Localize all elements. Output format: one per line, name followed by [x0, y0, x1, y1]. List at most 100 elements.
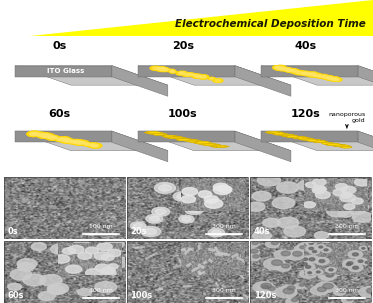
Polygon shape — [198, 143, 214, 145]
Circle shape — [134, 223, 142, 228]
Circle shape — [281, 68, 286, 70]
Circle shape — [62, 138, 71, 142]
Circle shape — [51, 136, 56, 138]
Circle shape — [200, 76, 207, 78]
Text: 300 nm: 300 nm — [212, 288, 236, 293]
Circle shape — [38, 292, 55, 300]
Circle shape — [297, 242, 318, 253]
Circle shape — [113, 186, 118, 188]
Circle shape — [211, 230, 221, 235]
Circle shape — [192, 75, 197, 76]
Circle shape — [281, 285, 297, 293]
Circle shape — [190, 74, 194, 75]
Text: 0s: 0s — [7, 227, 18, 236]
Circle shape — [304, 244, 315, 249]
Circle shape — [150, 66, 161, 70]
Circle shape — [54, 138, 65, 141]
Text: Electrochemical Deposition Time: Electrochemical Deposition Time — [175, 18, 366, 29]
Circle shape — [312, 74, 320, 77]
Polygon shape — [321, 142, 333, 144]
Circle shape — [163, 68, 170, 71]
Circle shape — [286, 250, 304, 260]
Circle shape — [286, 69, 291, 71]
Circle shape — [168, 69, 175, 72]
Polygon shape — [150, 133, 164, 135]
Circle shape — [76, 140, 89, 145]
Circle shape — [322, 266, 343, 276]
Circle shape — [323, 238, 340, 247]
Polygon shape — [265, 131, 280, 133]
Circle shape — [159, 68, 166, 71]
Circle shape — [272, 241, 278, 245]
Circle shape — [302, 72, 310, 75]
Circle shape — [313, 245, 322, 249]
Polygon shape — [279, 134, 291, 136]
Circle shape — [29, 133, 37, 135]
Circle shape — [317, 287, 326, 292]
Circle shape — [288, 69, 292, 71]
Circle shape — [307, 73, 312, 75]
Circle shape — [297, 72, 303, 74]
Circle shape — [90, 144, 97, 147]
Circle shape — [322, 76, 329, 78]
Circle shape — [62, 138, 70, 141]
Polygon shape — [178, 139, 194, 141]
Circle shape — [279, 68, 287, 71]
Circle shape — [65, 140, 71, 142]
Polygon shape — [147, 132, 158, 134]
Circle shape — [22, 200, 26, 202]
Circle shape — [35, 181, 39, 183]
Circle shape — [154, 67, 165, 71]
Circle shape — [181, 73, 191, 76]
Circle shape — [84, 143, 89, 145]
Circle shape — [42, 134, 50, 137]
Circle shape — [152, 207, 170, 216]
Circle shape — [320, 75, 331, 79]
Circle shape — [30, 132, 38, 135]
Polygon shape — [338, 145, 349, 147]
Text: 100s: 100s — [168, 109, 198, 119]
Circle shape — [285, 69, 292, 72]
Circle shape — [324, 242, 340, 250]
Circle shape — [184, 195, 193, 200]
Polygon shape — [295, 137, 309, 139]
Circle shape — [77, 288, 91, 296]
Circle shape — [262, 285, 268, 288]
Circle shape — [47, 136, 55, 138]
Polygon shape — [235, 66, 291, 96]
Circle shape — [320, 75, 326, 77]
Circle shape — [27, 132, 41, 136]
Circle shape — [253, 282, 275, 293]
Polygon shape — [326, 144, 337, 145]
Circle shape — [46, 135, 56, 139]
Circle shape — [74, 240, 89, 248]
Circle shape — [181, 72, 185, 74]
Circle shape — [58, 137, 70, 142]
Polygon shape — [207, 144, 221, 145]
Circle shape — [333, 78, 337, 80]
Circle shape — [315, 282, 336, 293]
Polygon shape — [153, 134, 165, 135]
Circle shape — [275, 66, 279, 68]
Polygon shape — [274, 133, 286, 134]
Circle shape — [131, 222, 146, 230]
Polygon shape — [300, 138, 310, 140]
Circle shape — [252, 241, 258, 245]
Circle shape — [69, 140, 76, 143]
Circle shape — [326, 77, 333, 79]
Circle shape — [89, 144, 95, 146]
Circle shape — [314, 232, 329, 239]
Circle shape — [286, 298, 298, 303]
Circle shape — [59, 138, 66, 141]
Circle shape — [42, 134, 49, 137]
Polygon shape — [170, 137, 182, 138]
Circle shape — [145, 228, 157, 235]
Circle shape — [44, 134, 51, 137]
Polygon shape — [177, 138, 189, 140]
Circle shape — [63, 139, 71, 142]
Circle shape — [56, 138, 63, 141]
Circle shape — [44, 135, 57, 139]
Circle shape — [18, 263, 34, 271]
Circle shape — [63, 196, 69, 199]
Circle shape — [179, 71, 187, 74]
